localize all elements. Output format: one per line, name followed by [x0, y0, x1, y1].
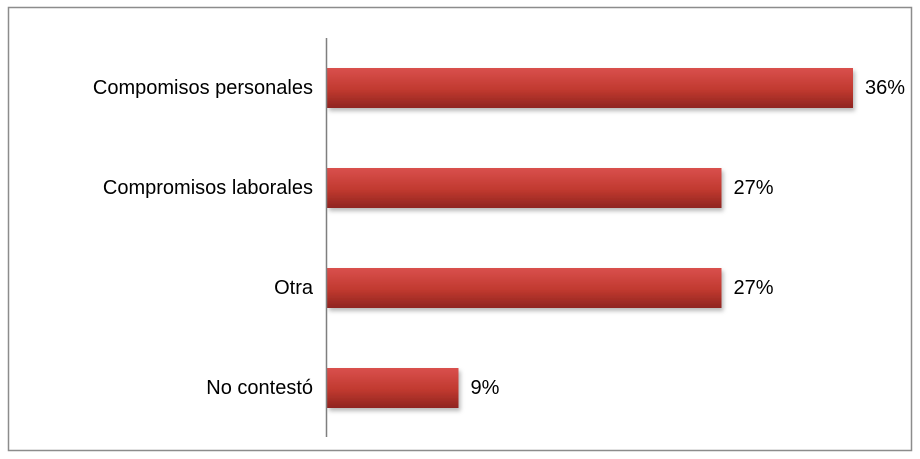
category-label-1: Compomisos personales [93, 77, 313, 99]
category-labels: Compomisos personales Compromisos laboral… [93, 77, 314, 399]
bar-3 [327, 268, 722, 308]
value-label-1: 36% [865, 77, 905, 99]
category-label-2: Compromisos laborales [103, 177, 313, 199]
category-label-4: No contestó [206, 377, 313, 399]
bar-4 [327, 368, 459, 408]
bar-2 [327, 168, 722, 208]
value-label-2: 27% [734, 177, 774, 199]
value-label-4: 9% [471, 377, 500, 399]
value-labels: 36% 27% 27% 9% [471, 77, 906, 399]
bars-layer [327, 68, 853, 408]
bar-1 [327, 68, 853, 108]
category-label-3: Otra [274, 277, 314, 299]
value-label-3: 27% [734, 277, 774, 299]
